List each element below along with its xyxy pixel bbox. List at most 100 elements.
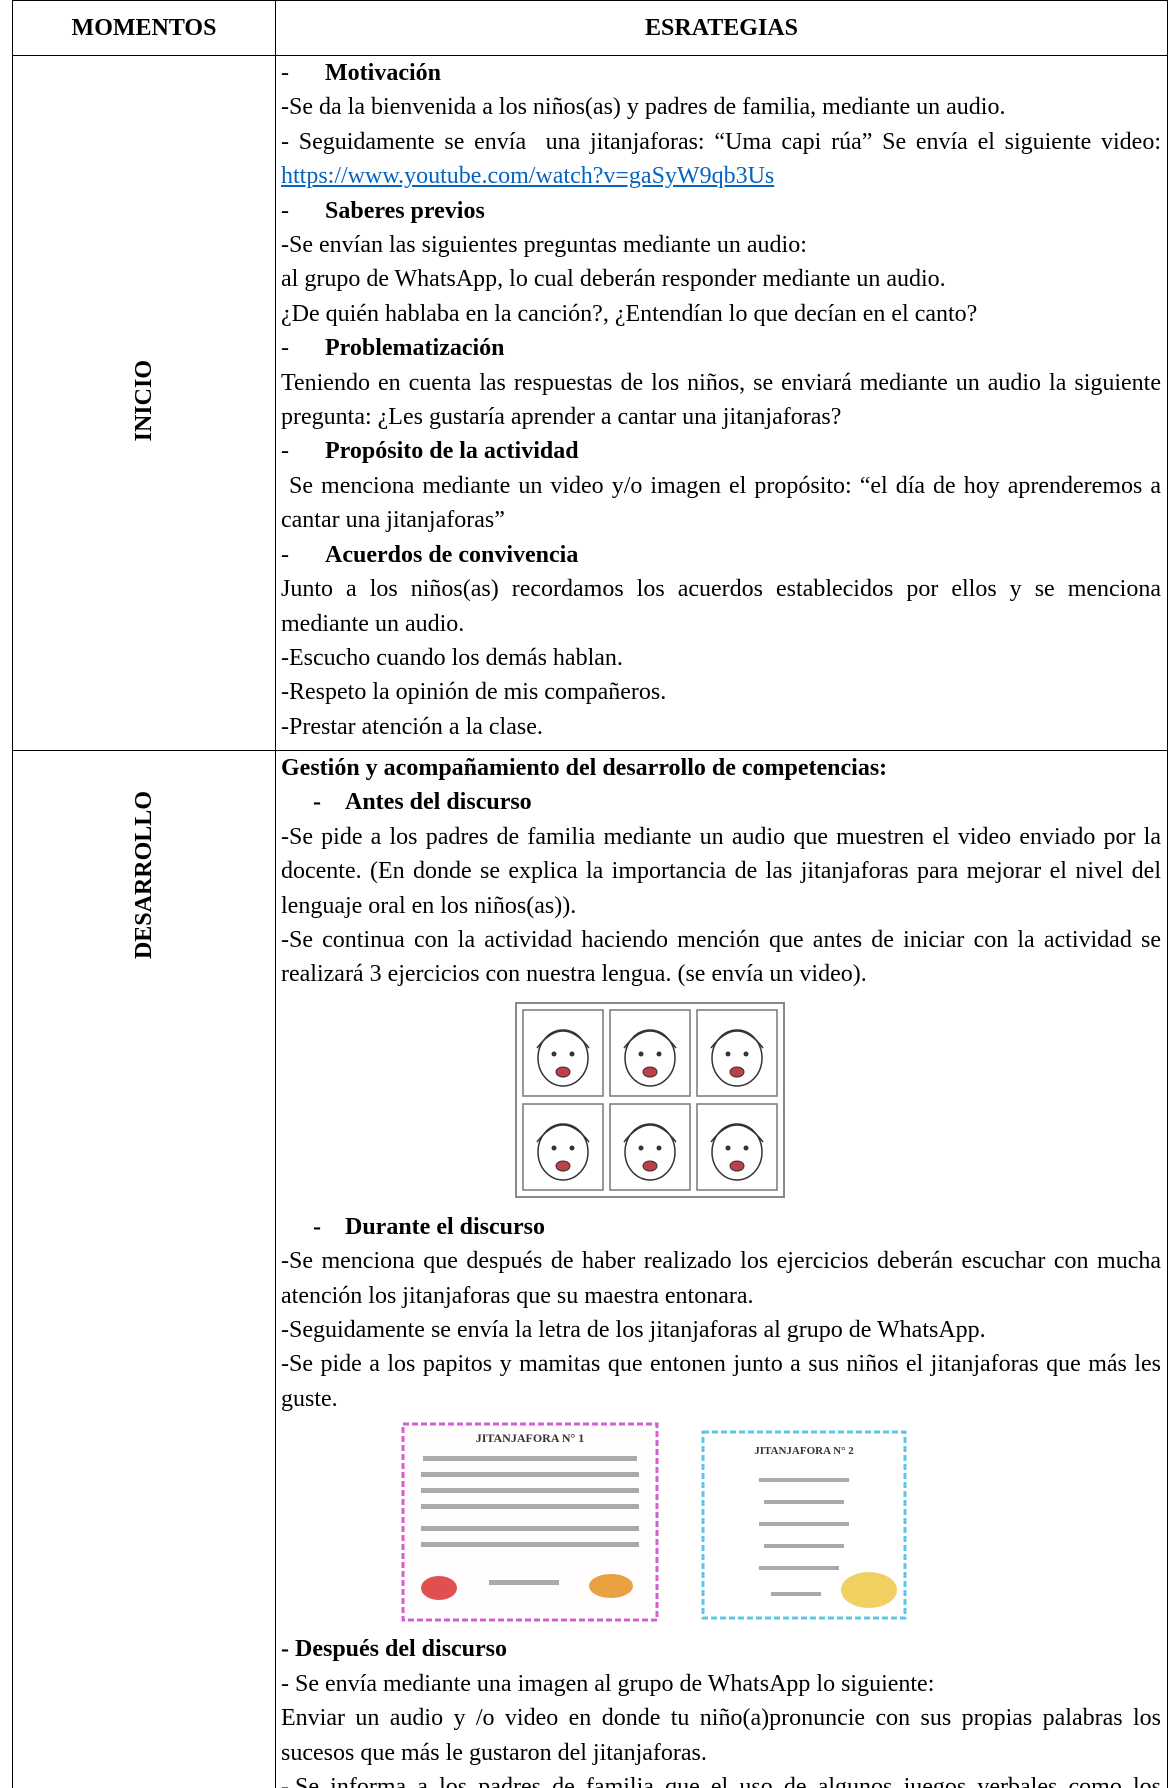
bullet: - — [281, 1773, 289, 1788]
paragraph: - Motivación — [281, 56, 1161, 90]
strategy-cell: - Motivación -Se da la bienvenida a los ni… — [275, 55, 1168, 751]
jitanjafora-cards: JITANJAFORA N° 1 JITANJAFORA N° 2 — [401, 1422, 907, 1622]
document: MOMENTOS ESRATEGIAS INICIO - Motivación -S… — [12, 0, 1168, 1788]
table-row: INICIO - Motivación -Se da la bienvenida a… — [12, 55, 1168, 751]
text: -Escucho cuando los demás hablan. — [281, 644, 623, 671]
header-row: MOMENTOS ESRATEGIAS — [12, 0, 1168, 56]
paragraph: ¿De quién hablaba en la canción?, ¿Enten… — [281, 297, 1161, 331]
card-illustration — [589, 1574, 633, 1599]
text: -Se continua con la actividad haciendo m… — [281, 927, 1167, 988]
face-part — [537, 1123, 589, 1181]
face-part — [569, 1051, 575, 1057]
text: -Prestar atención a la clase. — [281, 713, 543, 740]
face-part — [729, 1066, 745, 1078]
face-part — [638, 1145, 644, 1151]
moment-label: INICIO — [130, 359, 157, 442]
text-section: - Después del discurso - Se envía mediant… — [281, 1632, 1161, 1788]
face-part — [624, 1123, 676, 1181]
moment-label: DESARROLLO — [130, 791, 157, 960]
text: - Se envía mediante una imagen al grupo … — [281, 1670, 935, 1697]
heading: Propósito de la actividad — [325, 438, 579, 465]
paragraph: - Durante el discurso — [281, 1210, 1161, 1244]
face-part — [624, 1029, 676, 1087]
card-text-lines — [421, 1456, 849, 1597]
face-part — [536, 1124, 590, 1143]
text: -Se envían las siguientes preguntas medi… — [281, 232, 807, 259]
card-illustration — [841, 1572, 897, 1609]
link[interactable]: https://www.youtube.com/watch?v=gaSyW9qb… — [281, 163, 775, 190]
text: -Se menciona que después de haber realiz… — [281, 1248, 1167, 1309]
text: Teniendo en cuenta las respuestas de los… — [281, 369, 1167, 431]
moment-cell: DESARROLLO — [12, 750, 276, 1788]
paragraph: al grupo de WhatsApp, lo cual deberán re… — [281, 262, 1161, 296]
face-part — [537, 1029, 589, 1087]
face-part — [555, 1160, 571, 1172]
paragraph: -Se continua con la actividad haciendo m… — [281, 923, 1161, 992]
heading: Antes del discurso — [345, 789, 532, 816]
card-title: JITANJAFORA N° 1 — [476, 1431, 585, 1445]
paragraph: -Seguidamente se envía la letra de los j… — [281, 1313, 1161, 1347]
face-part — [642, 1160, 658, 1172]
paragraph: Enviar un audio y /o video en donde tu n… — [281, 1701, 1161, 1770]
bullet: - — [281, 197, 289, 224]
heading: Saberes previos — [325, 197, 485, 224]
face-part — [725, 1051, 731, 1057]
text: Enviar un audio y /o video en donde tu n… — [281, 1705, 1167, 1766]
text-section: Gestión y acompañamiento del desarrollo … — [281, 751, 1161, 992]
bullet: - — [281, 541, 289, 568]
paragraph: -Se da la bienvenida a los niños(as) y p… — [281, 90, 1161, 124]
paragraph: Se menciona mediante un video y/o imagen… — [281, 469, 1161, 538]
header-cell: MOMENTOS — [12, 0, 276, 56]
text: Se menciona mediante un video y/o imagen… — [281, 472, 1168, 534]
face-part — [729, 1160, 745, 1172]
paragraph: -Se pide a los papitos y mamitas que ent… — [281, 1347, 1161, 1416]
heading: - Después del discurso — [281, 1636, 508, 1663]
face-part — [710, 1030, 764, 1049]
face-part — [569, 1145, 575, 1151]
paragraph: -Prestar atención a la clase. — [281, 710, 1161, 744]
paragraph: - Propósito de la actividad — [281, 434, 1161, 468]
text: -Seguidamente se envía la letra de los j… — [281, 1317, 986, 1344]
paragraph: Junto a los niños(as) recordamos los acu… — [281, 572, 1161, 641]
face-part — [638, 1051, 644, 1057]
heading: Problematización — [325, 335, 505, 362]
text-section: - Motivación -Se da la bienvenida a los ni… — [281, 56, 1161, 744]
moment-cell: INICIO — [12, 55, 276, 751]
paragraph: - Problematización — [281, 331, 1161, 365]
face-part — [555, 1066, 571, 1078]
bullet: - — [281, 60, 289, 86]
text: -Respeto la opinión de mis compañeros. — [281, 679, 667, 706]
face-part — [711, 1029, 763, 1087]
face-part — [642, 1066, 658, 1078]
face-part — [536, 1030, 590, 1049]
header-cell: ESRATEGIAS — [275, 0, 1168, 56]
text: - Seguidamente se envía una jitanjaforas… — [281, 128, 1167, 155]
tongue-exercises-image — [515, 1001, 785, 1198]
face-part — [725, 1145, 731, 1151]
heading: Gestión y acompañamiento del desarrollo … — [281, 755, 888, 781]
face-part — [656, 1145, 662, 1151]
card-title: JITANJAFORA N° 2 — [754, 1445, 854, 1457]
paragraph: - Después del discurso — [281, 1632, 1161, 1666]
text: ¿De quién hablaba en la canción?, ¿Enten… — [281, 300, 978, 327]
paragraph: - Seguidamente se envía una jitanjaforas… — [281, 125, 1161, 194]
text: -Se da la bienvenida a los niños(as) y p… — [281, 94, 1006, 121]
paragraph: - Antes del discurso — [281, 785, 1161, 819]
text: Junto a los niños(as) recordamos los acu… — [281, 576, 1167, 637]
heading: Durante el discurso — [345, 1213, 545, 1240]
bullet: - — [281, 438, 289, 465]
table-row: DESARROLLO Gestión y acompañamiento del … — [12, 750, 1168, 1788]
strategy-cell: Gestión y acompañamiento del desarrollo … — [275, 750, 1168, 1788]
paragraph: - Saberes previos — [281, 194, 1161, 228]
face-part — [623, 1124, 677, 1143]
faces-grid — [515, 1001, 785, 1198]
paragraph: Gestión y acompañamiento del desarrollo … — [281, 751, 1161, 785]
text: -Se pide a los padres de familia mediant… — [281, 823, 1167, 919]
bullet: - — [281, 335, 289, 362]
face-part — [710, 1124, 764, 1143]
paragraph: -Se envían las siguientes preguntas medi… — [281, 228, 1161, 262]
heading: Motivación — [325, 60, 441, 86]
paragraph: - Acuerdos de convivencia — [281, 538, 1161, 572]
paragraph: -Respeto la opinión de mis compañeros. — [281, 675, 1161, 709]
face-part — [623, 1030, 677, 1049]
